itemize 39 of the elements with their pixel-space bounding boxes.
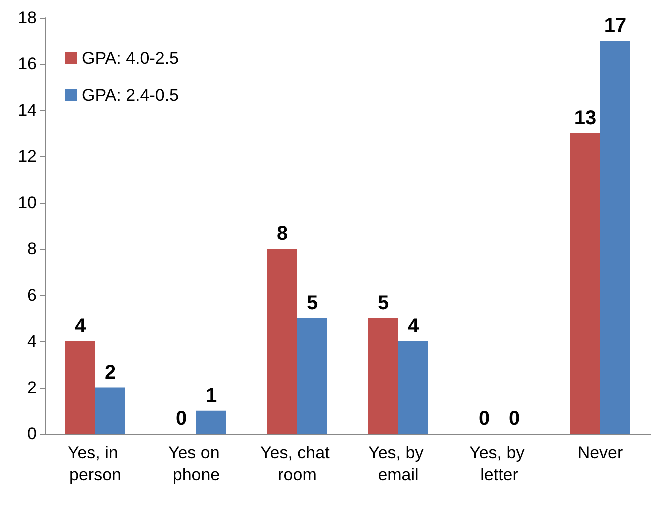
- data-label: 0: [508, 408, 520, 430]
- data-label: 13: [574, 108, 597, 130]
- data-label: 0: [176, 408, 188, 430]
- y-tick-label: 10: [18, 193, 37, 212]
- bar: [96, 388, 126, 434]
- y-tick-label: 6: [28, 286, 37, 305]
- y-tick-label: 12: [18, 147, 37, 166]
- x-tick-label: Yes, in person: [68, 444, 124, 484]
- bar: [268, 249, 298, 434]
- y-tick-label: 18: [18, 8, 37, 28]
- legend-label: GPA: 2.4-0.5: [82, 86, 180, 105]
- bar: [196, 410, 226, 434]
- y-tick-label: 14: [18, 100, 37, 120]
- y-tick-label: 0: [28, 424, 37, 444]
- y-tick-label: 2: [28, 378, 37, 398]
- y-tick-label: 4: [28, 332, 37, 352]
- x-tick-label: Never: [578, 444, 624, 462]
- bar: [398, 342, 428, 434]
- y-tick-label: 8: [28, 240, 37, 259]
- data-label: 5: [378, 292, 390, 314]
- data-label: 5: [306, 292, 318, 314]
- x-tick-label: Yes, by email: [368, 444, 428, 484]
- bar: [298, 318, 328, 434]
- bar: [66, 342, 96, 434]
- bar: [368, 318, 398, 434]
- y-tick-label: 16: [18, 54, 37, 74]
- data-label: 2: [104, 362, 116, 384]
- x-tick-label: Yes on phone: [168, 444, 225, 484]
- legend-label: GPA: 4.0-2.5: [82, 49, 180, 68]
- x-tick-label: Yes, by letter: [470, 444, 530, 484]
- data-label: 8: [276, 223, 288, 246]
- data-label: 17: [604, 15, 627, 38]
- x-tick-label: Yes, chat room: [260, 444, 335, 484]
- bar: [570, 134, 600, 434]
- bar: [600, 41, 630, 434]
- data-label: 4: [408, 316, 420, 338]
- data-label: 4: [74, 316, 87, 338]
- data-label: 0: [478, 408, 490, 430]
- data-label: 1: [206, 384, 218, 407]
